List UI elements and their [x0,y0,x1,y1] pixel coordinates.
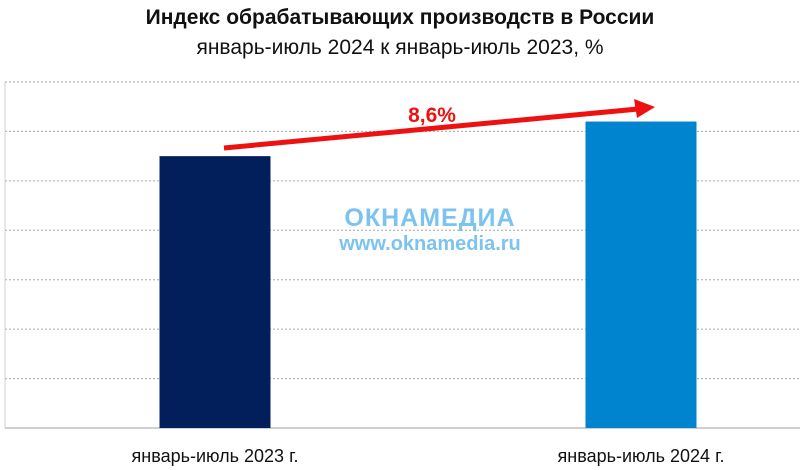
bar-1 [159,156,271,428]
watermark-url: www.oknamedia.ru [338,233,521,255]
chart-title: Индекс обрабатывающих производств в Росс… [145,6,655,29]
watermark-logo: ОКНАМЕДИА [344,204,515,232]
trend-arrow-head [634,99,655,118]
x-tick-label: январь-июль 2024 г. [558,446,725,466]
growth-label: 8,6% [408,104,456,127]
bar-2 [585,121,697,429]
x-tick-label: январь-июль 2023 г. [132,446,299,466]
chart-subtitle: январь-июль 2024 к январь-июль 2023, % [196,36,604,59]
trend-arrow-line [223,106,639,151]
